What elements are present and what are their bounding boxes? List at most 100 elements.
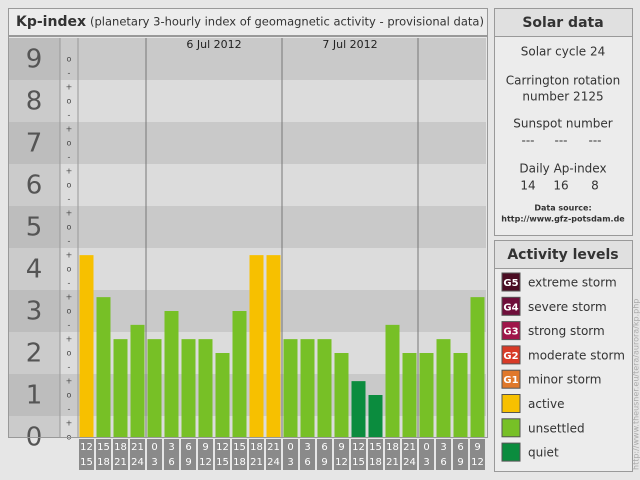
y-tick-label: 9: [26, 45, 43, 75]
minor-band: [60, 290, 78, 332]
x-label-box: [113, 439, 128, 470]
bar: [181, 339, 196, 437]
x-tick-label: 9: [202, 442, 208, 453]
x-tick-label: 12: [352, 442, 365, 453]
y-tick-label: 4: [26, 255, 43, 285]
bar: [283, 339, 298, 437]
x-tick-label: 18: [114, 442, 127, 453]
axis-band: [8, 332, 60, 374]
minor-tick-label: +: [66, 335, 73, 344]
minor-band: [60, 332, 78, 374]
x-tick-label: 0: [423, 442, 429, 453]
bar: [436, 339, 451, 437]
day-label: 7 Jul 2012: [322, 38, 377, 51]
y-tick-label: 8: [26, 87, 43, 117]
x-tick-label: 3: [423, 457, 429, 468]
x-tick-label: 6: [185, 442, 191, 453]
x-tick-label: 18: [250, 442, 263, 453]
bar: [266, 255, 281, 437]
legend-label: strong storm: [528, 324, 605, 338]
minor-band: [60, 38, 78, 80]
axis-band: [8, 164, 60, 206]
minor-tick-label: o: [67, 139, 72, 148]
minor-tick-label: +: [66, 377, 73, 386]
bar: [249, 255, 264, 437]
axis-band: [8, 248, 60, 290]
panel-title: Activity levels: [507, 247, 618, 263]
plot-frame: [8, 36, 488, 438]
minor-tick-label: -: [68, 68, 71, 77]
x-tick-label: 15: [233, 442, 246, 453]
ap-value: 16: [553, 179, 568, 193]
x-tick-label: 15: [352, 457, 365, 468]
minor-tick-label: -: [68, 194, 71, 203]
minor-band: [60, 416, 78, 437]
source-url: http://www.gfz-potsdam.de: [501, 215, 625, 224]
panel-title: Solar data: [522, 15, 603, 31]
legend-badge: G4: [503, 302, 518, 313]
x-label-box: [419, 439, 434, 470]
bar: [232, 311, 247, 437]
legend-badge: G2: [503, 351, 518, 362]
x-tick-label: 15: [97, 442, 110, 453]
legend-swatch: [501, 321, 521, 341]
minor-tick-label: o: [67, 223, 72, 232]
bar: [419, 353, 434, 437]
legend-label: minor storm: [528, 373, 601, 387]
bar: [130, 324, 145, 437]
y-tick-label: 1: [26, 381, 43, 411]
x-label-box: [96, 439, 111, 470]
bar: [402, 353, 417, 437]
x-tick-label: 15: [216, 457, 229, 468]
axis-band: [8, 374, 60, 416]
chart-subtitle: (planetary 3-hourly index of geomagnetic…: [90, 15, 484, 29]
bar: [300, 339, 315, 437]
legend-label: unsettled: [528, 421, 585, 435]
minor-tick-label: -: [68, 404, 71, 413]
minor-tick-label: +: [66, 125, 73, 134]
minor-tick-label: -: [68, 236, 71, 245]
legend-label: extreme storm: [528, 276, 617, 290]
x-label-box: [368, 439, 383, 470]
axis-band: [8, 38, 60, 80]
x-tick-label: 9: [457, 457, 463, 468]
minor-tick-label: -: [68, 152, 71, 161]
x-label-box: [232, 439, 247, 470]
legend-swatch: [501, 418, 521, 438]
x-label-box: [147, 439, 162, 470]
y-tick-label: 5: [26, 213, 43, 243]
x-label-box: [385, 439, 400, 470]
carrington: number 2125: [522, 90, 603, 104]
source-title: Data source:: [534, 204, 591, 213]
x-tick-label: 12: [216, 442, 229, 453]
bar: [351, 381, 366, 437]
x-tick-label: 12: [80, 442, 93, 453]
x-label-box: [215, 439, 230, 470]
minor-tick-label: -: [68, 320, 71, 329]
sunspot-value: ---: [589, 134, 602, 148]
x-tick-label: 9: [338, 442, 344, 453]
x-tick-label: 21: [250, 457, 263, 468]
minor-tick-label: o: [67, 97, 72, 106]
sunspot-value: ---: [522, 134, 535, 148]
x-tick-label: 21: [267, 442, 280, 453]
legend-label: moderate storm: [528, 348, 625, 362]
x-tick-label: 6: [168, 457, 174, 468]
x-tick-label: 9: [321, 457, 327, 468]
legend-badge: G1: [503, 375, 518, 386]
legend-swatch: [501, 369, 521, 389]
axis-band: [8, 290, 60, 332]
minor-tick-label: +: [66, 209, 73, 218]
y-tick-label: 3: [26, 297, 43, 327]
minor-tick-label: o: [67, 55, 72, 64]
y-tick-label: 6: [26, 171, 43, 201]
minor-tick-label: -: [68, 110, 71, 119]
minor-band: [60, 164, 78, 206]
minor-band: [60, 122, 78, 164]
legend-swatch: [501, 442, 521, 462]
minor-tick-label: o: [67, 181, 72, 190]
bar: [317, 339, 332, 437]
x-tick-label: 18: [233, 457, 246, 468]
sunspot-title: Sunspot number: [513, 117, 612, 131]
x-label-box: [181, 439, 196, 470]
